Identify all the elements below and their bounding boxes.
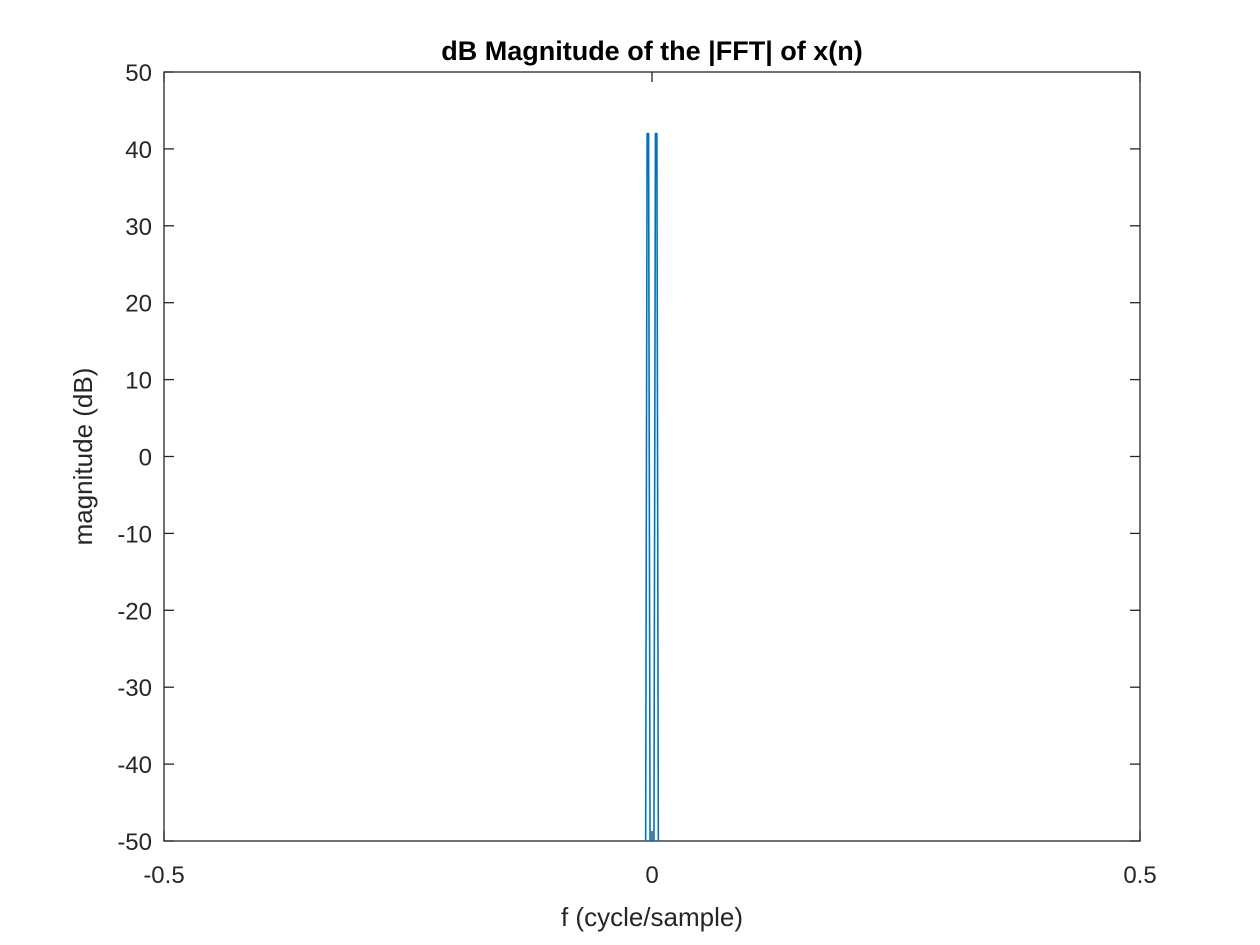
y-tick-label: -10 <box>117 521 152 548</box>
chart-title: dB Magnitude of the |FFT| of x(n) <box>441 36 863 66</box>
y-tick-label: -40 <box>117 752 152 779</box>
series-line <box>644 132 660 842</box>
x-axis-label: f (cycle/sample) <box>561 902 743 932</box>
y-tick-label: 40 <box>125 137 152 164</box>
tick-labels: -50 -40 -30 -20 -10 0 10 20 30 40 50 -0.5 0 0.5 <box>117 60 1156 889</box>
y-tick-label: -30 <box>117 675 152 702</box>
y-tick-label: 30 <box>125 214 152 241</box>
axis-ticks <box>163 71 1141 842</box>
series-layer <box>644 132 660 842</box>
x-tick-label: 0 <box>645 862 658 889</box>
plot-area <box>163 71 1141 842</box>
x-tick-label: -0.5 <box>143 862 184 889</box>
y-tick-label: 10 <box>125 368 152 395</box>
y-tick-label: 20 <box>125 291 152 318</box>
axes-box <box>163 71 1141 842</box>
y-tick-label: -20 <box>117 598 152 625</box>
y-axis-label: magnitude (dB) <box>68 368 98 546</box>
y-tick-label: 0 <box>139 445 152 472</box>
y-tick-label: 50 <box>125 60 152 87</box>
x-tick-label: 0.5 <box>1123 862 1156 889</box>
y-tick-label: -50 <box>117 829 152 856</box>
